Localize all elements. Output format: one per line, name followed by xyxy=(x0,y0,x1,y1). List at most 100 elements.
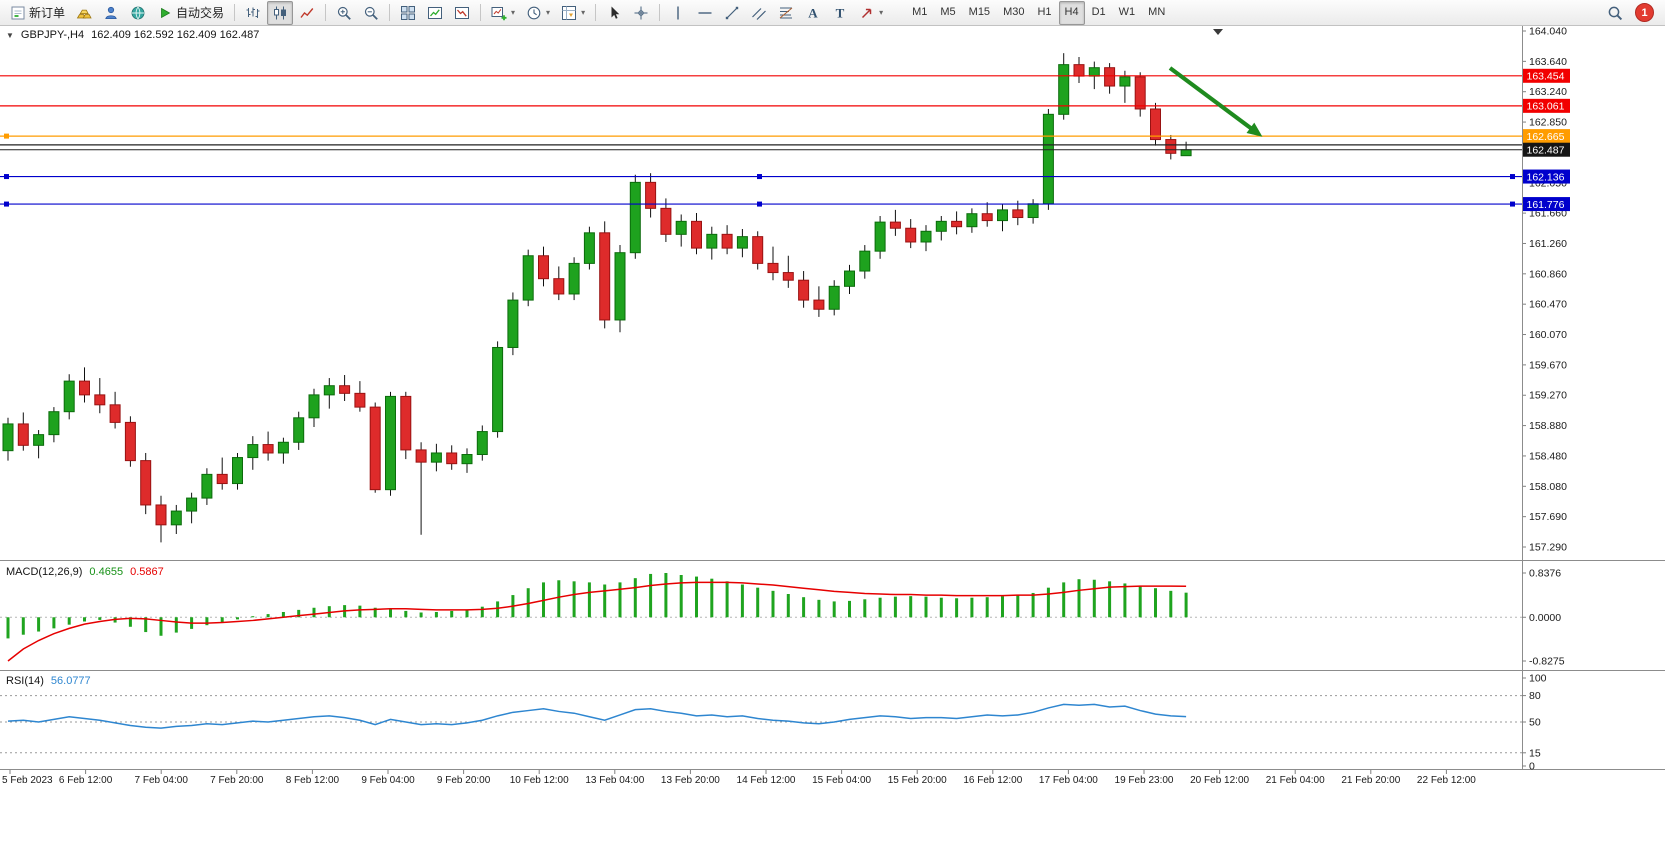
toolbar-separator xyxy=(389,4,391,21)
line-handle[interactable] xyxy=(1510,201,1515,207)
toolbar-separator xyxy=(480,4,482,21)
candle-body xyxy=(308,394,320,419)
chart-list-down-button[interactable] xyxy=(449,1,475,25)
zoom-out-button[interactable] xyxy=(358,1,384,25)
channel-icon xyxy=(751,5,767,21)
arrow-symbol-icon xyxy=(859,5,875,21)
price-axis-label: 164.040 xyxy=(1529,26,1567,38)
text-button[interactable]: A xyxy=(800,1,826,25)
line-handle[interactable] xyxy=(757,201,762,207)
time-axis-label[interactable]: 13 Feb 04:00 xyxy=(585,775,644,786)
time-axis-label[interactable]: 10 Feb 12:00 xyxy=(510,775,569,786)
channel-button[interactable] xyxy=(746,1,772,25)
timeframe-m15-button[interactable]: M15 xyxy=(963,1,996,25)
fibonacci-button[interactable] xyxy=(773,1,799,25)
timeframe-w1-button[interactable]: W1 xyxy=(1113,1,1142,25)
time-axis-label[interactable]: 9 Feb 20:00 xyxy=(437,775,491,786)
cursor-button[interactable] xyxy=(601,1,627,25)
window-up-icon xyxy=(427,5,443,21)
dropdown-caret-icon[interactable]: ▾ xyxy=(511,8,516,17)
rsi-axis-label: 15 xyxy=(1529,747,1541,759)
time-axis-label[interactable]: 17 Feb 04:00 xyxy=(1039,775,1098,786)
timeframe-d1-button[interactable]: D1 xyxy=(1086,1,1112,25)
line-handle[interactable] xyxy=(4,174,9,180)
bid-price-badge-text: 162.487 xyxy=(1527,145,1565,157)
time-axis-label[interactable]: 6 Feb 12:00 xyxy=(59,775,113,786)
time-axis-label[interactable]: 20 Feb 12:00 xyxy=(1190,775,1249,786)
line-handle[interactable] xyxy=(4,201,9,207)
time-axis-label[interactable]: 21 Feb 20:00 xyxy=(1341,775,1400,786)
templates-button[interactable]: ▾ xyxy=(556,1,590,25)
gold-icon xyxy=(76,5,92,21)
time-axis-label[interactable]: 21 Feb 04:00 xyxy=(1266,775,1325,786)
price-line-badge xyxy=(1523,98,1570,113)
dropdown-caret-icon[interactable]: ▾ xyxy=(879,8,884,17)
time-axis-label[interactable]: 7 Feb 04:00 xyxy=(135,775,189,786)
window-down-icon xyxy=(454,5,470,21)
profile-button[interactable] xyxy=(98,1,124,25)
time-axis-label[interactable]: 15 Feb 04:00 xyxy=(812,775,871,786)
chart-list-up-button[interactable] xyxy=(422,1,448,25)
candle-body xyxy=(568,262,580,295)
time-axis-label[interactable]: 16 Feb 12:00 xyxy=(963,775,1022,786)
time-axis-label[interactable]: 13 Feb 20:00 xyxy=(661,775,720,786)
chart-shift-marker[interactable] xyxy=(1213,29,1223,35)
timeframe-m30-button[interactable]: M30 xyxy=(997,1,1030,25)
trendline-button[interactable] xyxy=(719,1,745,25)
crosshair-button[interactable] xyxy=(628,1,654,25)
new-order-button[interactable]: 新订单 xyxy=(5,1,70,25)
candle-body xyxy=(385,395,396,491)
time-axis-label[interactable]: 19 Feb 23:00 xyxy=(1115,775,1174,786)
candle-body xyxy=(170,510,182,526)
line-handle[interactable] xyxy=(757,174,762,180)
dropdown-caret-icon[interactable]: ▾ xyxy=(546,8,551,17)
timeframe-h1-button-label: H1 xyxy=(1037,6,1052,18)
gold-button[interactable] xyxy=(71,1,97,25)
one-click-trading-toggle-icon[interactable]: ▼ xyxy=(6,30,14,40)
chart-canvas[interactable]: 164.040163.640163.240162.850162.450162.0… xyxy=(0,26,1665,842)
timeframe-h4-button-label: H4 xyxy=(1064,6,1079,18)
candle-body xyxy=(2,423,14,452)
timeframe-h4-button[interactable]: H4 xyxy=(1058,0,1085,25)
bar-chart-button[interactable] xyxy=(240,1,266,25)
dropdown-caret-icon[interactable]: ▾ xyxy=(581,8,586,17)
community-button[interactable] xyxy=(125,1,151,25)
line-handle[interactable] xyxy=(4,133,9,139)
time-axis-label[interactable]: 15 Feb 20:00 xyxy=(888,775,947,786)
macd-signal-line xyxy=(7,581,1187,662)
candle-body xyxy=(553,278,565,295)
time-axis-label[interactable]: 7 Feb 20:00 xyxy=(210,775,264,786)
search-button[interactable] xyxy=(1602,1,1628,25)
timeframe-h1-button[interactable]: H1 xyxy=(1031,1,1057,25)
line-chart-button[interactable] xyxy=(294,1,320,25)
timeframe-m30-button-label: M30 xyxy=(1003,6,1025,18)
time-axis-label[interactable]: 14 Feb 12:00 xyxy=(737,775,796,786)
horizontal-line-button[interactable] xyxy=(692,1,718,25)
cursor-icon xyxy=(606,5,622,21)
notification-badge[interactable]: 1 xyxy=(1635,3,1654,22)
auto-trading-button[interactable]: 自动交易 xyxy=(152,1,229,25)
time-axis-label[interactable]: 5 Feb 2023 xyxy=(2,775,53,786)
timeframe-mn-button[interactable]: MN xyxy=(1142,1,1171,25)
timeframe-m1-button[interactable]: M1 xyxy=(906,1,933,25)
trend-arrow-head[interactable] xyxy=(1246,122,1263,137)
time-axis-label[interactable]: 22 Feb 12:00 xyxy=(1417,775,1476,786)
candle-body xyxy=(1073,64,1085,77)
timeframe-m5-button[interactable]: M5 xyxy=(934,1,961,25)
label-button[interactable]: T xyxy=(827,1,853,25)
candlestick-icon xyxy=(272,5,288,21)
trend-arrow[interactable] xyxy=(1168,66,1254,131)
time-axis-label[interactable]: 8 Feb 12:00 xyxy=(286,775,340,786)
zoom-in-button[interactable] xyxy=(331,1,357,25)
candlestick-chart-button[interactable] xyxy=(267,0,294,25)
indicators-button[interactable]: ▾ xyxy=(486,1,520,25)
bid-price-badge xyxy=(1523,142,1570,157)
candle-body xyxy=(1104,67,1116,87)
candle-body xyxy=(813,299,825,310)
tile-windows-button[interactable] xyxy=(395,1,421,25)
time-axis-label[interactable]: 9 Feb 04:00 xyxy=(361,775,415,786)
arrows-button[interactable]: ▾ xyxy=(854,1,888,25)
vertical-line-button[interactable] xyxy=(665,1,691,25)
periods-button[interactable]: ▾ xyxy=(521,1,555,25)
line-handle[interactable] xyxy=(1510,174,1515,180)
